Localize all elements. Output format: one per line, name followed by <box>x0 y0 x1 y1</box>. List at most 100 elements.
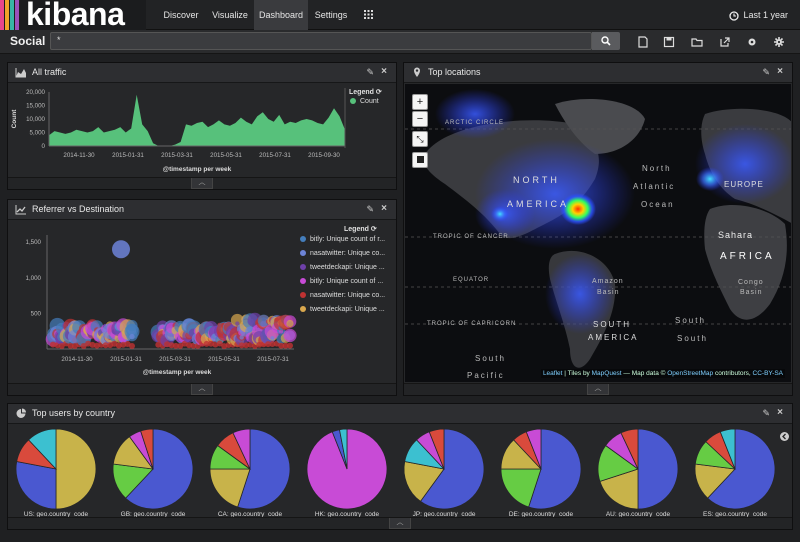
panel-header[interactable]: Top users by country ✎ × <box>8 404 792 424</box>
back-arrow-icon[interactable] <box>780 432 789 441</box>
leaflet-link[interactable]: Leaflet <box>542 370 563 377</box>
heatmap-map[interactable]: + − ⤡ ARCTIC CIRCLE NORTH AMERICA North … <box>405 84 791 382</box>
pie-slice[interactable] <box>525 428 542 470</box>
legend-item[interactable]: bitly: Unique count of r... <box>300 236 385 243</box>
close-icon[interactable]: × <box>381 66 387 77</box>
pie-slice[interactable] <box>232 428 251 470</box>
search-button[interactable] <box>592 32 620 50</box>
pie-slice[interactable] <box>428 428 445 470</box>
bubble-point[interactable] <box>125 323 139 336</box>
pie-slice[interactable] <box>500 468 542 508</box>
open-folder-icon[interactable] <box>690 35 704 49</box>
bubble-point[interactable] <box>239 335 244 340</box>
fit-bounds-icon[interactable]: ⤡ <box>412 131 428 147</box>
legend-item[interactable]: nasatwitter: Unique co... <box>300 292 385 299</box>
pie-slice[interactable] <box>28 428 57 471</box>
edit-icon[interactable]: ✎ <box>366 204 374 214</box>
bubble-point[interactable] <box>129 343 135 349</box>
pie-slice[interactable] <box>403 461 445 502</box>
bubble-point[interactable] <box>216 340 223 347</box>
panel-header[interactable]: Referrer vs Destination ✎ × <box>8 200 396 220</box>
bubble-point[interactable] <box>120 341 127 348</box>
legend-item[interactable]: nasatwitter: Unique co... <box>300 250 385 257</box>
nav-visualize[interactable]: Visualize <box>212 10 248 20</box>
pie-slice[interactable] <box>209 468 251 508</box>
bubble-point[interactable] <box>238 342 245 349</box>
grid-icon[interactable] <box>356 0 380 30</box>
edit-icon[interactable]: ✎ <box>366 67 374 77</box>
bubble-point[interactable] <box>235 321 240 326</box>
nav-settings[interactable]: Settings <box>314 10 348 20</box>
close-icon[interactable]: × <box>777 66 783 77</box>
bubble-point[interactable] <box>67 342 74 349</box>
bubble-point[interactable] <box>287 342 293 349</box>
edit-icon[interactable]: ✎ <box>762 67 770 77</box>
save-icon[interactable] <box>662 35 676 49</box>
bubble-point[interactable] <box>58 343 65 349</box>
bubble-point[interactable] <box>89 341 96 348</box>
collapse-caret-icon[interactable]: ︿ <box>389 518 411 529</box>
nav-discover[interactable]: Discover <box>163 10 199 20</box>
pie-slice[interactable] <box>125 428 194 510</box>
close-icon[interactable]: × <box>777 407 783 418</box>
time-filter[interactable]: Last 1 year <box>729 0 788 30</box>
bubble-point[interactable] <box>265 341 272 348</box>
pie-slice[interactable] <box>140 428 154 470</box>
bubble-point[interactable] <box>129 333 135 340</box>
pie-slice[interactable] <box>620 428 639 470</box>
legend-item[interactable]: tweetdeckapi: Unique ... <box>300 306 385 313</box>
pie-slice[interactable] <box>707 428 776 510</box>
search-input[interactable]: * <box>50 32 592 50</box>
bubble-point[interactable] <box>203 340 210 347</box>
panel-header[interactable]: All traffic ✎ × <box>8 63 396 83</box>
collapse-caret-icon[interactable]: ︿ <box>191 178 213 189</box>
bubble-point[interactable] <box>278 342 285 349</box>
legend-title[interactable]: Legend ⟳ <box>349 89 382 96</box>
bubble-point[interactable] <box>102 342 109 349</box>
bubble-point[interactable] <box>177 342 184 349</box>
bubble-point[interactable] <box>279 329 284 334</box>
close-icon[interactable]: × <box>381 203 387 214</box>
legend-title[interactable]: Legend ⟳ <box>344 226 377 233</box>
bubble-point[interactable] <box>50 341 56 348</box>
bubble-point[interactable] <box>168 342 175 349</box>
edit-icon[interactable]: ✎ <box>762 408 770 418</box>
nav-dashboard[interactable]: Dashboard <box>254 0 308 30</box>
share-icon[interactable] <box>718 35 732 49</box>
bubble-point[interactable] <box>208 340 214 347</box>
pie-slice[interactable] <box>637 428 679 510</box>
bubble-point[interactable] <box>269 341 276 347</box>
bubble-point[interactable] <box>283 328 297 342</box>
bubble-point[interactable] <box>282 342 289 349</box>
zoom-out-button[interactable]: − <box>412 111 428 127</box>
pie-slice[interactable] <box>15 461 57 510</box>
bubble-point[interactable] <box>257 314 270 327</box>
legend-item-count[interactable]: Count <box>350 98 379 105</box>
legend-item[interactable]: bitly: Unique count of ... <box>300 278 383 285</box>
new-dashboard-icon[interactable] <box>636 35 650 49</box>
kibana-logo[interactable]: kibana <box>0 0 146 30</box>
bubble-point[interactable] <box>190 342 197 349</box>
count-area[interactable] <box>49 94 345 146</box>
outlier-bubble[interactable] <box>112 240 130 259</box>
cc-link[interactable]: CC-BY-SA <box>752 370 783 377</box>
zoom-in-button[interactable]: + <box>412 94 428 110</box>
bubble-point[interactable] <box>243 342 250 349</box>
draw-rectangle-icon[interactable] <box>412 152 428 168</box>
bubble-point[interactable] <box>270 336 275 341</box>
settings-icon[interactable] <box>772 35 786 49</box>
bubble-point[interactable] <box>286 319 294 328</box>
gear-icon[interactable] <box>745 35 759 49</box>
panel-header[interactable]: Top locations ✎ × <box>404 63 792 83</box>
pie-slice[interactable] <box>339 428 348 470</box>
pie-slice[interactable] <box>528 428 582 510</box>
legend-item[interactable]: tweetdeckapi: Unique ... <box>300 264 385 271</box>
mapquest-link[interactable]: MapQuest <box>591 370 622 377</box>
osm-link[interactable]: OpenStreetMap <box>667 370 714 377</box>
collapse-caret-icon[interactable]: ︿ <box>587 384 609 395</box>
bubble-point[interactable] <box>80 343 87 349</box>
collapse-caret-icon[interactable]: ︿ <box>191 384 213 395</box>
pie-slice[interactable] <box>237 428 291 510</box>
bubble-point[interactable] <box>172 342 179 349</box>
pie-slice[interactable] <box>599 468 639 510</box>
